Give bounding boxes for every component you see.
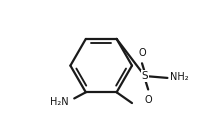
Text: S: S	[142, 71, 148, 81]
Text: O: O	[138, 48, 146, 58]
Text: H₂N: H₂N	[50, 97, 69, 107]
Text: NH₂: NH₂	[170, 72, 188, 82]
Text: O: O	[144, 95, 152, 105]
